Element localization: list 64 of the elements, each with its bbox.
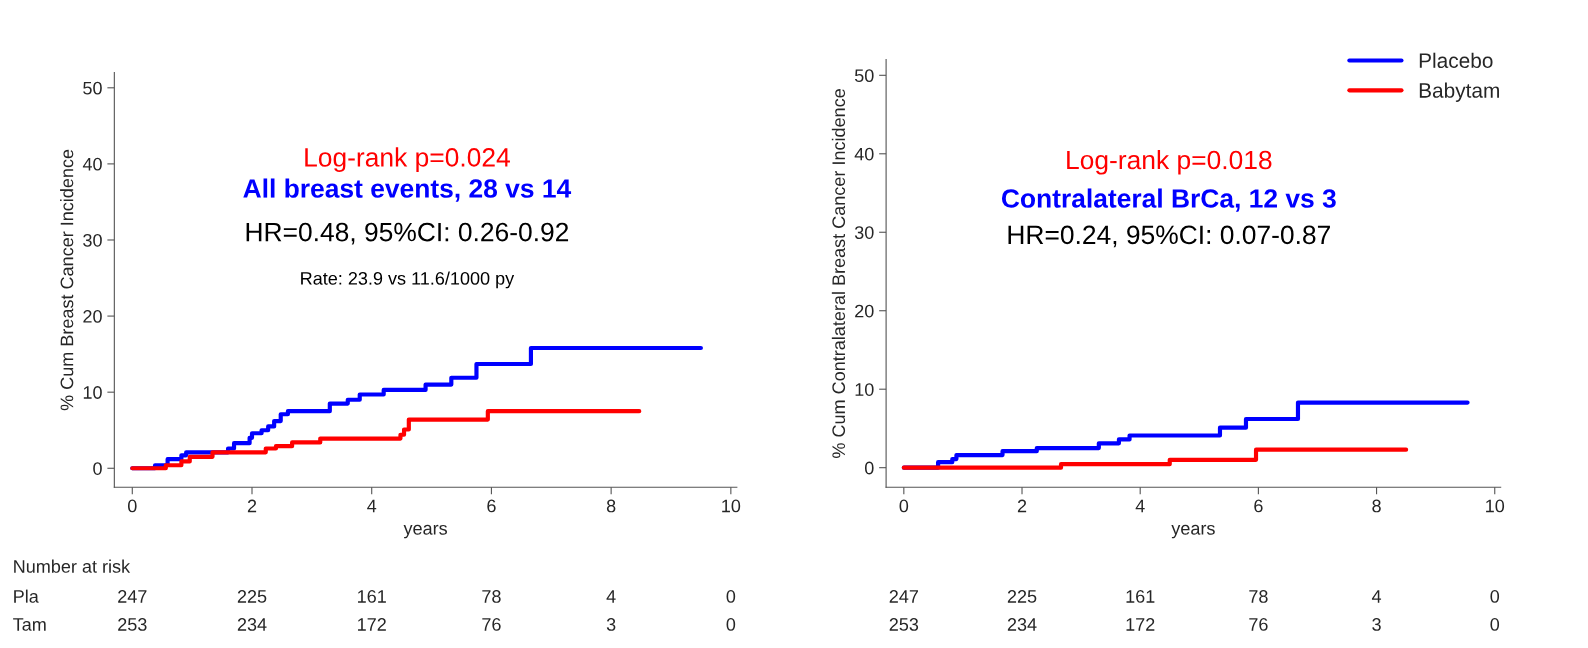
annotation: Log-rank p=0.018	[1067, 149, 1272, 175]
x-tick-label: 6	[487, 499, 496, 513]
text: 161	[1126, 590, 1155, 603]
text: 0	[726, 590, 736, 603]
x-tick-label: 2	[1017, 499, 1027, 513]
annotation: Log-rank p=0.024	[305, 147, 510, 172]
text: 225	[237, 590, 267, 603]
y-tick-label: 0	[93, 462, 102, 475]
text: 234	[1007, 618, 1037, 631]
text: 247	[118, 590, 147, 603]
y-tick-label: 40	[854, 147, 874, 161]
text: Tam	[13, 618, 46, 631]
y-tick-label: 40	[82, 157, 102, 171]
annotation: HR=0.48, 95%CI: 0.26-0.92	[246, 222, 569, 245]
y-tick-label: 20	[855, 304, 874, 318]
text: 161	[358, 590, 386, 603]
y-tick-label: 50	[854, 69, 874, 83]
y-tick-label: 10	[855, 383, 874, 396]
text: 0	[1490, 590, 1500, 603]
text: 234	[237, 618, 267, 631]
text: 253	[118, 618, 147, 631]
x-tick-label: 0	[899, 499, 909, 513]
x-axis-title: years	[403, 524, 448, 539]
text: 3	[606, 618, 616, 631]
y-tick-label: 20	[83, 310, 102, 323]
x-tick-label: 6	[1254, 499, 1263, 513]
text: 76	[482, 618, 501, 631]
y-tick-label: 30	[854, 226, 874, 239]
text: Number at risk	[14, 559, 131, 573]
text: 78	[482, 590, 501, 603]
y-tick-label: 10	[83, 386, 102, 399]
text: 225	[1007, 590, 1037, 603]
text: 172	[1126, 618, 1155, 631]
x-tick-label: 4	[367, 499, 377, 513]
text: 4	[1371, 590, 1382, 603]
x-tick-label: 10	[1486, 499, 1505, 513]
x-tick-label: 10	[722, 499, 741, 513]
text: 3	[1372, 618, 1381, 631]
y-tick-label: 30	[83, 233, 102, 247]
text: 78	[1249, 590, 1268, 603]
x-tick-label: 4	[1135, 499, 1145, 513]
x-tick-label: 8	[1372, 499, 1381, 513]
text: 0	[1490, 618, 1500, 631]
y-tick-label: 50	[83, 81, 102, 95]
text: 172	[358, 618, 386, 631]
annotation: Contralateral BrCa, 12 vs 3	[1001, 188, 1336, 212]
legend-label: Placebo	[1419, 52, 1493, 69]
y-axis-title: % Cum Breast Cancer Incidence	[60, 149, 74, 411]
y-tick-label: 0	[864, 461, 874, 475]
annotation: All breast events, 28 vs 14	[243, 178, 572, 202]
annotation: HR=0.24, 95%CI: 0.07-0.87	[1008, 225, 1330, 248]
text: 247	[889, 590, 918, 603]
text: 4	[606, 590, 616, 603]
legend-label: Babytam	[1419, 82, 1499, 102]
x-tick-label: 0	[127, 499, 137, 513]
x-tick-label: 8	[606, 499, 616, 513]
text: 253	[889, 618, 919, 631]
x-tick-label: 2	[247, 499, 257, 513]
text: 0	[726, 618, 736, 631]
x-axis-title: years	[1171, 524, 1215, 539]
annotation: Rate: 23.9 vs 11.6/1000 py	[301, 271, 515, 289]
y-axis-title: % Cum Contralateral Breast Cancer Incidence	[831, 89, 846, 458]
text: 76	[1249, 618, 1268, 631]
text: Pla	[14, 589, 39, 603]
